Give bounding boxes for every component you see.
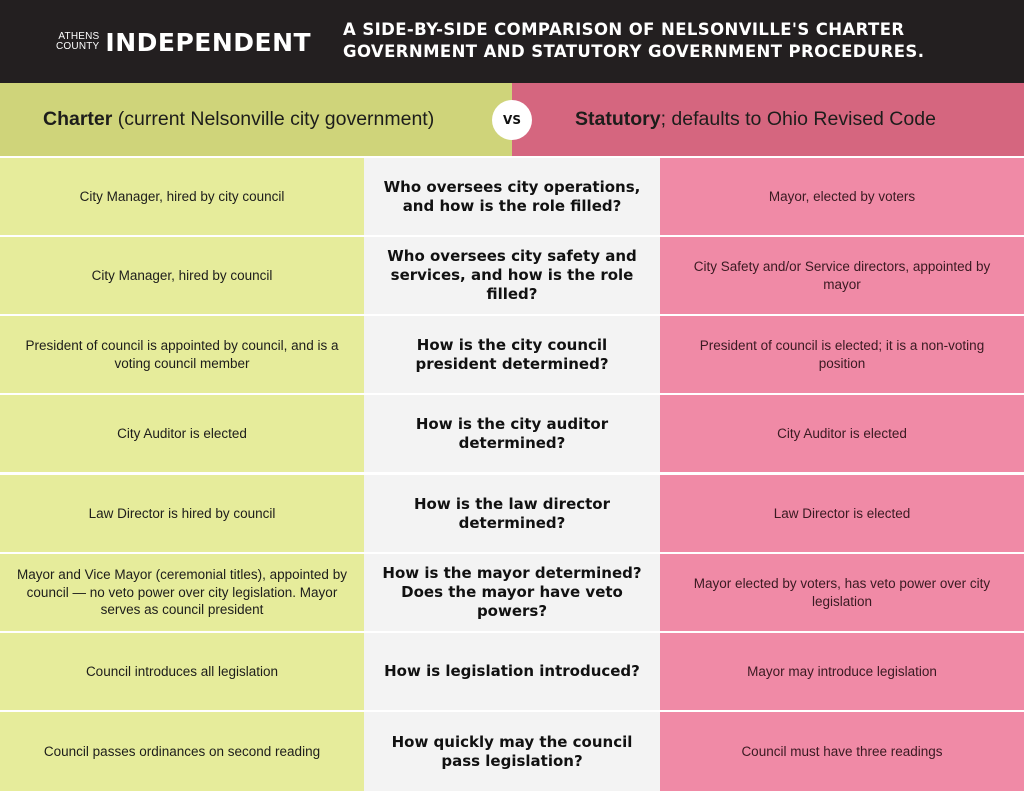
table-row: City Manager, hired by council Who overs… — [0, 237, 1024, 314]
statutory-cell: Mayor, elected by voters — [660, 158, 1024, 235]
charter-cell: Law Director is hired by council — [0, 475, 364, 552]
comparison-table: City Manager, hired by city council Who … — [0, 156, 1024, 791]
table-row: President of council is appointed by cou… — [0, 316, 1024, 393]
charter-header-subtitle: (current Nelsonville city government) — [112, 108, 435, 130]
vs-badge: VS — [492, 100, 532, 140]
charter-cell: Council passes ordinances on second read… — [0, 712, 364, 791]
question-cell: How is the mayor determined? Does the ma… — [364, 554, 660, 631]
statutory-cell: City Auditor is elected — [660, 395, 1024, 472]
charter-cell: Mayor and Vice Mayor (ceremonial titles)… — [0, 554, 364, 631]
charter-cell: Council introduces all legislation — [0, 633, 364, 710]
statutory-cell: Mayor elected by voters, has veto power … — [660, 554, 1024, 631]
charter-header-title: Charter — [43, 108, 113, 130]
statutory-cell: Law Director is elected — [660, 475, 1024, 552]
question-cell: How is the city council president determ… — [364, 316, 660, 393]
statutory-header: Statutory; defaults to Ohio Revised Code — [512, 83, 1024, 156]
charter-header: Charter (current Nelsonville city govern… — [0, 83, 512, 156]
charter-cell: City Manager, hired by council — [0, 237, 364, 314]
charter-cell: City Manager, hired by city council — [0, 158, 364, 235]
logo-line-county: COUNTY — [56, 41, 100, 52]
table-row: Mayor and Vice Mayor (ceremonial titles)… — [0, 554, 1024, 631]
question-cell: How is the city auditor determined? — [364, 395, 660, 472]
table-row: City Manager, hired by city council Who … — [0, 158, 1024, 235]
statutory-header-title: Statutory — [575, 108, 661, 130]
statutory-cell: President of council is elected; it is a… — [660, 316, 1024, 393]
charter-cell: City Auditor is elected — [0, 395, 364, 472]
question-cell: Who oversees city safety and services, a… — [364, 237, 660, 314]
logo-small-text: ATHENS COUNTY — [56, 32, 99, 52]
logo-wordmark: INDEPENDENT — [105, 27, 312, 57]
question-cell: How quickly may the council pass legisla… — [364, 712, 660, 791]
table-row: Council passes ordinances on second read… — [0, 712, 1024, 791]
question-cell: How is legislation introduced? — [364, 633, 660, 710]
table-row: Council introduces all legislation How i… — [0, 633, 1024, 710]
comparison-header: Charter (current Nelsonville city govern… — [0, 83, 1024, 156]
charter-cell: President of council is appointed by cou… — [0, 316, 364, 393]
statutory-cell: Mayor may introduce legislation — [660, 633, 1024, 710]
page-headline: A side-by-side comparison of Nelsonville… — [343, 20, 925, 61]
table-row: Law Director is hired by council How is … — [0, 475, 1024, 552]
question-cell: How is the law director determined? — [364, 475, 660, 552]
top-bar: ATHENS COUNTY INDEPENDENT A side-by-side… — [0, 0, 1024, 83]
athens-county-independent-logo: ATHENS COUNTY INDEPENDENT — [56, 27, 311, 57]
table-row: City Auditor is elected How is the city … — [0, 395, 1024, 472]
question-cell: Who oversees city operations, and how is… — [364, 158, 660, 235]
statutory-cell: Council must have three readings — [660, 712, 1024, 791]
logo-line-athens: ATHENS — [58, 31, 100, 42]
statutory-cell: City Safety and/or Service directors, ap… — [660, 237, 1024, 314]
statutory-header-subtitle: ; defaults to Ohio Revised Code — [660, 108, 936, 130]
